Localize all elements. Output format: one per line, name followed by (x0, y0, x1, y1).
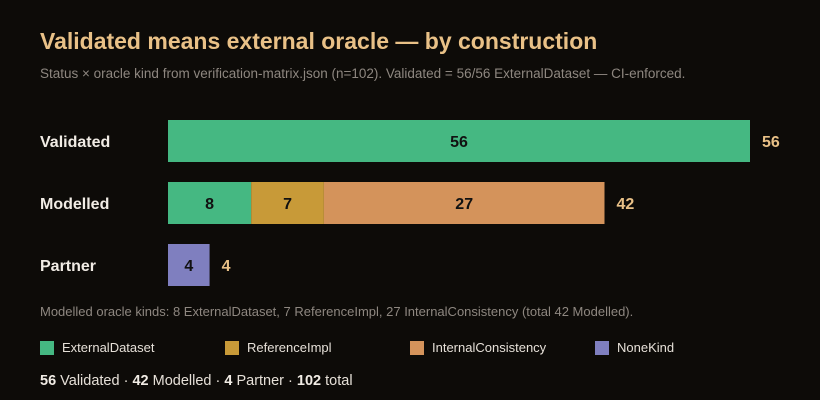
legend-swatch (40, 340, 54, 355)
bar-segment-validated-externaldataset (168, 120, 750, 162)
segment-value-modelled-externaldataset: 8 (205, 196, 214, 213)
totals-value: 4 (224, 373, 233, 389)
totals-label: total (321, 373, 353, 389)
chart-title: Validated means external oracle — by con… (40, 28, 598, 54)
bar-segment-modelled-internalconsistency (323, 182, 605, 224)
totals-value: 102 (296, 373, 322, 389)
segment-value-partner-nonekind: 4 (184, 258, 193, 275)
totals-value: 42 (132, 373, 149, 389)
legend-label: InternalConsistency (432, 340, 547, 355)
legend-item-externaldataset: ExternalDataset (40, 340, 155, 355)
totals-label: Validated (56, 373, 120, 389)
bar-segment-modelled-referenceimpl (251, 182, 324, 224)
totals-summary: 56 Validated · 42 Modelled · 4 Partner ·… (40, 373, 353, 389)
stacked-bar-chart: Validated 56 56 Modelled 8 7 27 42 Partner 4 4 (40, 120, 780, 286)
totals-label: Partner (232, 373, 285, 389)
legend-swatch (595, 340, 609, 355)
chart-footnote: Modelled oracle kinds: 8 ExternalDataset… (40, 304, 634, 319)
legend-swatch (410, 340, 424, 355)
legend-label: ExternalDataset (62, 340, 155, 355)
totals-label: Modelled (148, 373, 212, 389)
bar-segment-partner-nonekind (168, 244, 210, 286)
row-total-validated: 56 (762, 134, 780, 151)
category-label-validated: Validated (40, 134, 110, 151)
legend-label: NoneKind (617, 340, 675, 355)
legend-item-referenceimpl: ReferenceImpl (225, 340, 332, 355)
legend-item-nonekind: NoneKind (595, 340, 674, 355)
row-total-modelled: 42 (617, 196, 635, 213)
totals-separator: · (211, 373, 225, 389)
chart-legend: ExternalDataset ReferenceImpl InternalCons… (40, 340, 800, 356)
totals-value: 56 (40, 373, 57, 389)
legend-item-internalconsistency: InternalConsistency (410, 340, 546, 355)
legend-label: ReferenceImpl (247, 340, 332, 355)
legend-swatch (225, 340, 239, 355)
segment-value-modelled-referenceimpl: 7 (283, 196, 292, 213)
bar-segment-modelled-externaldataset (168, 182, 252, 224)
chart-subtitle: Status × oracle kind from verification-m… (40, 66, 686, 81)
row-total-partner: 4 (222, 258, 231, 275)
segment-value-validated-externaldataset: 56 (450, 134, 468, 151)
category-label-partner: Partner (40, 258, 96, 275)
totals-separator: · (284, 373, 297, 389)
totals-separator: · (119, 373, 133, 389)
segment-value-modelled-internalconsistency: 27 (455, 196, 473, 213)
category-label-modelled: Modelled (40, 196, 109, 213)
